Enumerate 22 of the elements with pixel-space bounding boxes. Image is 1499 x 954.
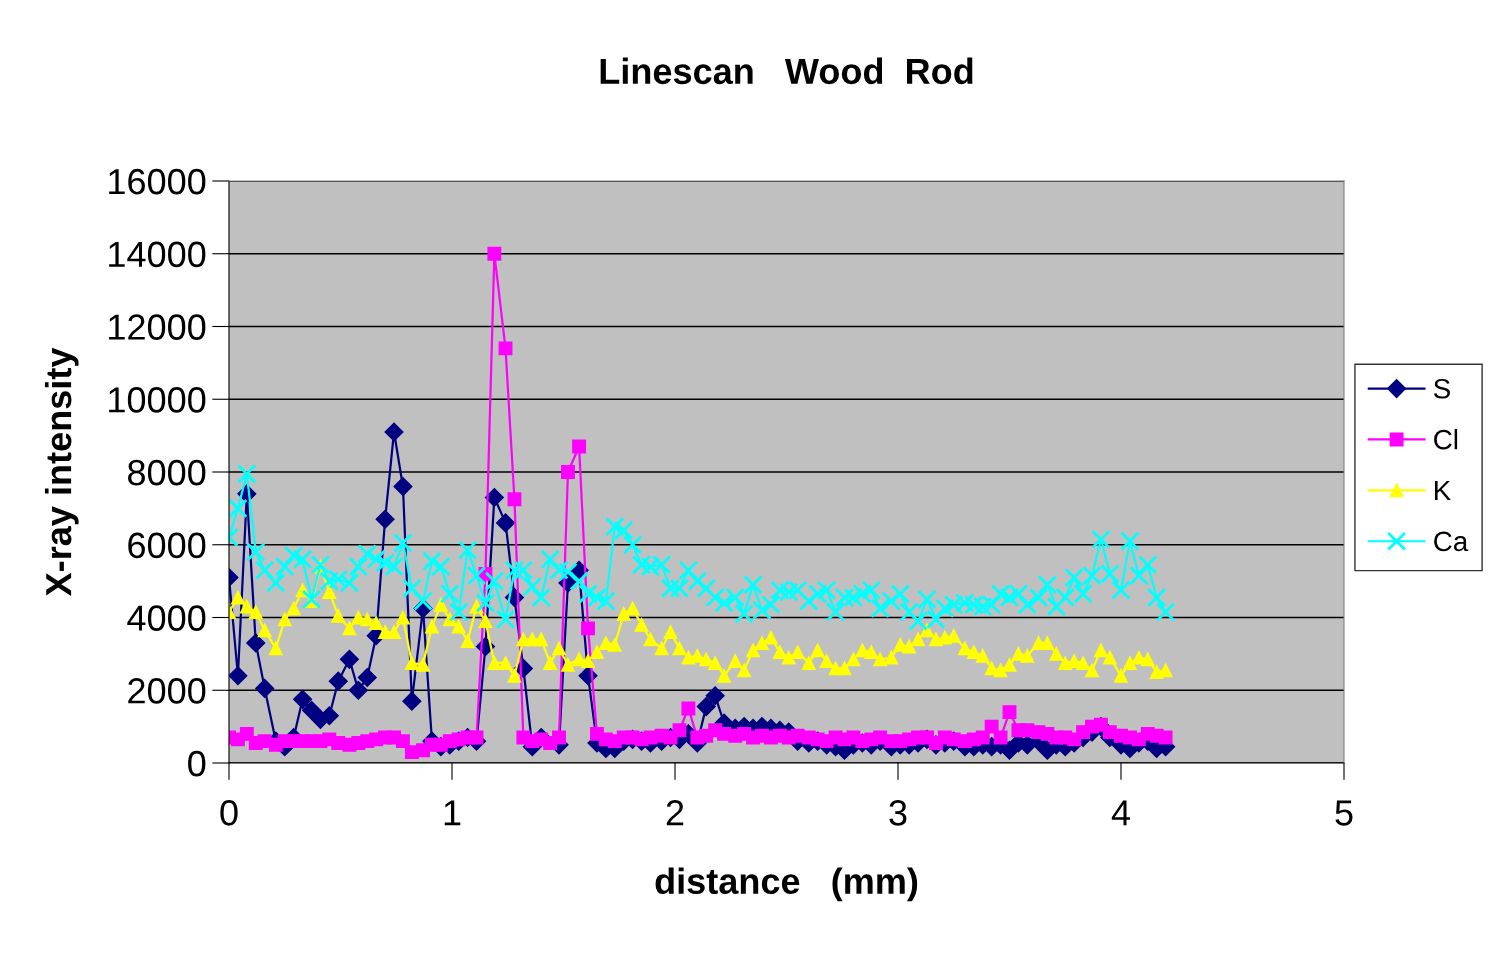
y-tick-label: 12000 <box>109 314 206 340</box>
y-axis-title: X-ray intensity <box>44 347 79 597</box>
y-tick-label: 4000 <box>127 605 206 631</box>
y-tick-label: 0 <box>188 750 206 777</box>
y-tick-label: 10000 <box>109 387 206 413</box>
legend-label: K <box>1434 480 1451 501</box>
x-tick-label: 0 <box>220 800 238 826</box>
y-tick-label: 2000 <box>128 678 206 704</box>
y-tick-label: 6000 <box>128 532 206 559</box>
x-axis-title: distance (mm) <box>655 867 918 902</box>
x-tick-label: 5 <box>1335 800 1353 826</box>
x-tick-label: 3 <box>889 800 907 826</box>
y-tick-label: 8000 <box>128 459 206 486</box>
chart-title: Linescan Wood Rod <box>600 57 973 85</box>
legend-label: S <box>1433 378 1450 399</box>
x-tick-label: 1 <box>444 800 461 826</box>
x-tick-label: 4 <box>1111 800 1130 826</box>
y-tick-label: 16000 <box>109 168 206 195</box>
legend-label: Ca <box>1434 531 1469 552</box>
y-tick-label: 14000 <box>109 241 206 268</box>
legend-label: Cl <box>1434 429 1458 450</box>
x-tick-label: 2 <box>666 800 684 826</box>
